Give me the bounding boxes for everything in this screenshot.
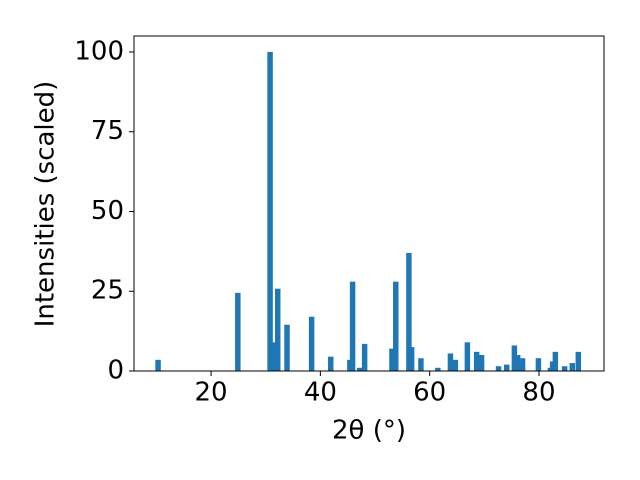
bar <box>549 361 556 371</box>
x-tick-label: 40 <box>304 378 337 408</box>
y-tick-label: 75 <box>91 116 124 146</box>
bar <box>308 316 315 371</box>
bar <box>535 358 542 371</box>
bar <box>393 281 399 371</box>
bar <box>495 366 502 371</box>
bar <box>356 367 363 371</box>
y-tick-label: 50 <box>91 196 124 226</box>
y-tick-label: 100 <box>74 36 124 66</box>
bar <box>406 252 412 371</box>
bar <box>235 292 241 371</box>
bar <box>284 324 290 371</box>
x-axis-label: 2θ (°) <box>332 416 406 446</box>
bar <box>361 343 368 371</box>
bar <box>452 359 459 371</box>
bar <box>270 342 277 371</box>
bar <box>267 51 273 371</box>
bar <box>473 351 480 371</box>
bar <box>155 359 161 371</box>
x-tick-label: 60 <box>413 378 446 408</box>
bar <box>511 345 518 371</box>
bar <box>561 366 568 371</box>
bar <box>503 364 510 371</box>
bar <box>347 359 353 371</box>
bar <box>408 347 415 371</box>
bar <box>464 342 471 371</box>
x-tick-label: 20 <box>195 378 228 408</box>
bar <box>328 356 334 371</box>
bar <box>435 367 441 371</box>
plot-frame <box>133 35 605 372</box>
bar <box>275 288 281 371</box>
bar <box>447 353 454 371</box>
bar <box>569 363 576 371</box>
bar <box>389 348 395 371</box>
y-axis-label: Intensities (scaled) <box>31 81 61 328</box>
bar <box>575 351 582 371</box>
bar <box>514 355 521 371</box>
bar <box>478 355 485 371</box>
y-tick-label: 25 <box>91 276 124 306</box>
bar <box>519 358 526 371</box>
bar <box>349 281 356 371</box>
bar <box>418 358 424 371</box>
x-tick-label: 80 <box>522 378 555 408</box>
bar <box>552 351 559 371</box>
y-tick-label: 0 <box>107 356 124 386</box>
